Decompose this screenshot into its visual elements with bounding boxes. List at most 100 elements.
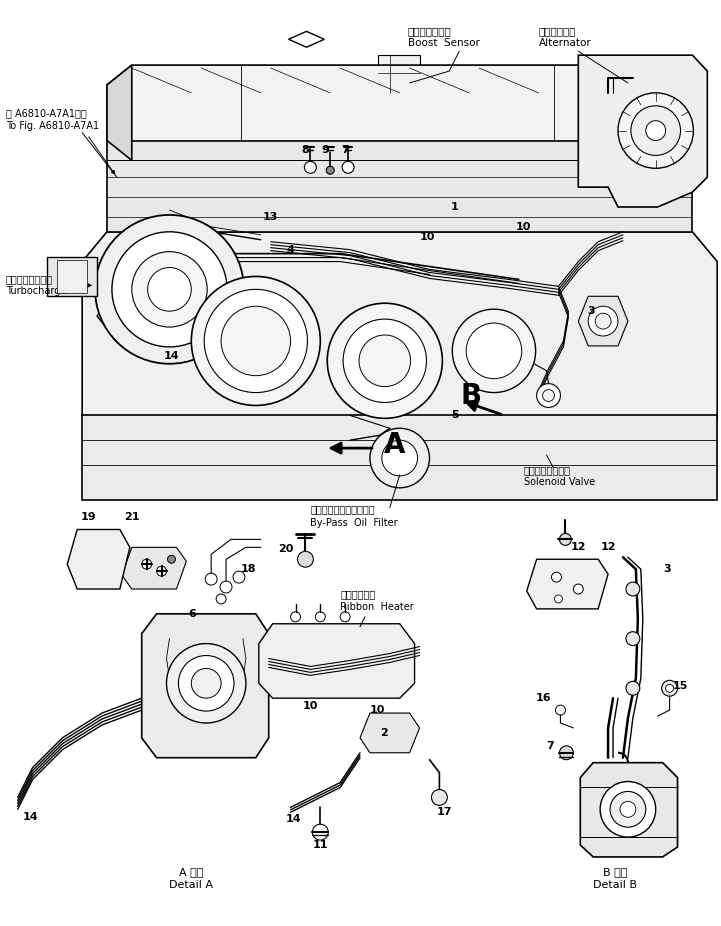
Text: B: B [461,382,482,409]
Circle shape [342,161,354,173]
Text: Ribbon  Heater: Ribbon Heater [340,602,414,612]
Text: 15: 15 [673,682,689,692]
Polygon shape [527,559,608,609]
Polygon shape [82,416,717,500]
Text: 8: 8 [301,145,309,156]
Circle shape [662,681,678,696]
Polygon shape [578,296,628,346]
Text: Detail A: Detail A [169,880,213,890]
Circle shape [132,252,207,327]
Polygon shape [360,713,420,753]
Circle shape [95,215,244,364]
Text: 14: 14 [286,814,301,824]
Text: 19: 19 [80,511,96,521]
Text: ブーストセンサ: ブーストセンサ [407,26,451,36]
Text: 2: 2 [380,728,388,738]
Polygon shape [280,75,340,103]
Circle shape [626,682,640,695]
Polygon shape [107,65,692,160]
Circle shape [304,161,317,173]
Circle shape [466,323,522,379]
Circle shape [216,594,226,604]
Circle shape [291,612,301,621]
Circle shape [233,571,245,583]
Text: バイパスオイルフィルタ: バイパスオイルフィルタ [310,505,375,515]
Circle shape [452,309,536,393]
Polygon shape [97,286,186,341]
Text: ソレノイドバルブ: ソレノイドバルブ [523,465,571,475]
Text: By-Pass  Oil  Filter: By-Pass Oil Filter [310,518,398,528]
Circle shape [327,167,335,174]
Text: 16: 16 [536,694,552,703]
Circle shape [595,313,611,329]
Polygon shape [378,56,420,93]
Circle shape [298,551,314,568]
Circle shape [191,669,221,698]
Circle shape [665,684,673,693]
Circle shape [178,656,234,711]
Text: 5: 5 [451,410,459,420]
Polygon shape [578,56,707,207]
Circle shape [431,790,447,806]
Text: 18: 18 [241,564,257,574]
Circle shape [631,106,681,156]
Polygon shape [142,614,269,757]
Circle shape [156,566,167,576]
Circle shape [148,268,191,311]
Circle shape [554,595,562,603]
Text: 3: 3 [588,307,595,316]
Text: A 詳細: A 詳細 [179,867,203,877]
Text: 1: 1 [451,202,458,212]
Polygon shape [221,65,275,93]
Polygon shape [259,624,415,698]
Circle shape [343,319,427,403]
Text: 4: 4 [287,244,294,255]
Text: 3: 3 [664,564,671,574]
Text: 10: 10 [516,222,531,232]
Circle shape [220,582,232,593]
Polygon shape [58,259,87,294]
Text: 14: 14 [23,812,38,822]
Text: Boost  Sensor: Boost Sensor [407,38,479,48]
Circle shape [646,120,665,141]
Text: Detail B: Detail B [593,880,637,890]
Circle shape [600,782,655,837]
Circle shape [167,556,175,563]
Text: 12: 12 [601,543,616,552]
Circle shape [167,644,246,723]
Circle shape [620,801,636,818]
Polygon shape [288,31,324,47]
Circle shape [382,440,417,476]
Text: オルタネータ: オルタネータ [539,26,576,36]
Text: 14: 14 [164,351,180,361]
Circle shape [359,335,411,386]
Text: 13: 13 [263,212,278,222]
Polygon shape [107,141,692,232]
Polygon shape [82,232,717,445]
Circle shape [559,533,571,545]
Text: 第 A6810-A7A1図へ: 第 A6810-A7A1図へ [6,107,87,118]
Circle shape [552,572,562,582]
Text: 21: 21 [124,511,140,521]
Polygon shape [107,65,132,160]
Circle shape [573,584,583,594]
Circle shape [626,582,640,596]
Circle shape [312,824,328,840]
Text: ターボチャージャ: ターボチャージャ [6,274,53,284]
Polygon shape [122,547,186,589]
Circle shape [191,277,320,406]
Circle shape [536,383,560,407]
Circle shape [559,745,573,759]
Circle shape [626,632,640,645]
Polygon shape [48,257,97,296]
Text: A: A [384,432,405,459]
Circle shape [221,307,291,376]
Circle shape [112,232,227,347]
Circle shape [588,307,618,336]
Circle shape [340,612,350,621]
Text: 7: 7 [547,741,554,751]
Text: Alternator: Alternator [539,38,591,48]
Circle shape [543,390,554,402]
Circle shape [204,289,307,393]
Text: FWD: FWD [295,36,318,44]
